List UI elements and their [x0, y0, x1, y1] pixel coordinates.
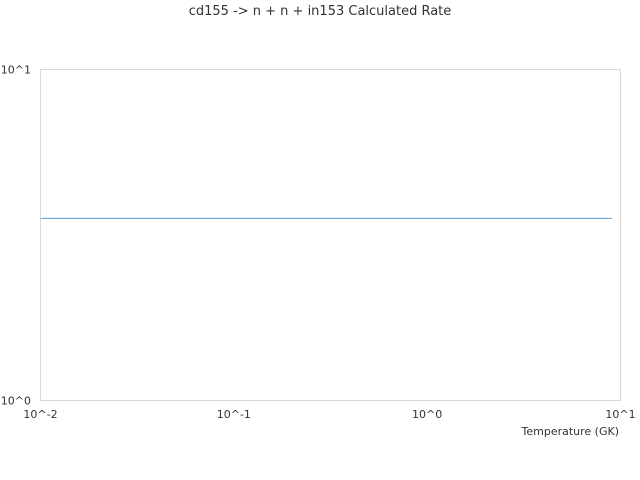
plot-area: [40, 69, 621, 401]
x-tick-label: 10^-2: [23, 408, 57, 421]
x-axis-label: Temperature (GK): [521, 425, 620, 438]
x-tick-label: 10^0: [412, 408, 442, 421]
x-tick-label: 10^-1: [217, 408, 251, 421]
x-tick-label: 10^1: [605, 408, 635, 421]
y-tick-label: 10^0: [1, 395, 31, 408]
chart-title: cd155 -> n + n + in153 Calculated Rate: [188, 4, 452, 19]
y-tick-label: 10^1: [1, 64, 31, 77]
